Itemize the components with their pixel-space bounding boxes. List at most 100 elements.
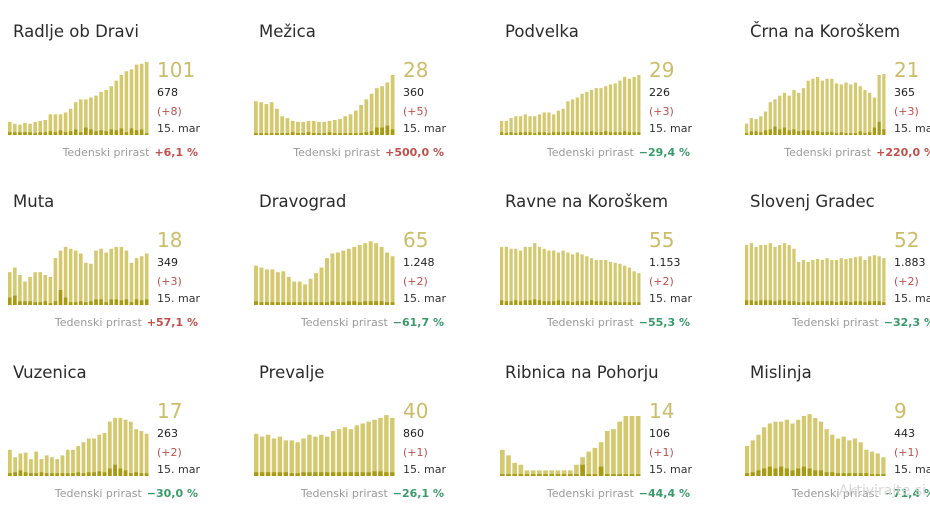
new-cases-bar bbox=[623, 474, 629, 477]
bar bbox=[853, 257, 858, 305]
active-cases-value: 40 bbox=[403, 399, 429, 423]
new-cases-bar bbox=[270, 302, 275, 305]
bar bbox=[18, 124, 22, 135]
bar bbox=[784, 419, 789, 476]
bar bbox=[547, 112, 551, 135]
bar bbox=[778, 245, 782, 305]
new-cases-bar bbox=[779, 466, 784, 477]
new-cases-bar bbox=[48, 303, 53, 306]
weekly-growth-value: −29,4 % bbox=[638, 146, 690, 159]
new-cases-bar bbox=[359, 133, 363, 136]
new-cases-bar bbox=[65, 473, 70, 476]
new-cases-bar bbox=[63, 297, 68, 305]
bar bbox=[830, 434, 835, 476]
bar bbox=[92, 438, 96, 476]
bar bbox=[835, 438, 841, 476]
new-cases-bar bbox=[872, 301, 877, 305]
bar bbox=[858, 86, 862, 135]
bar bbox=[38, 272, 42, 305]
bar bbox=[830, 78, 834, 135]
bar bbox=[567, 470, 573, 477]
new-cases-bar bbox=[295, 473, 300, 476]
bar bbox=[756, 434, 761, 476]
new-cases-bar bbox=[58, 290, 63, 305]
new-cases-bar bbox=[555, 474, 561, 477]
bar bbox=[292, 281, 297, 305]
new-cases-bar bbox=[319, 302, 324, 305]
active-cases-value: 28 bbox=[403, 58, 429, 82]
bar bbox=[270, 269, 275, 306]
new-cases-bar bbox=[380, 127, 384, 135]
new-cases-bar bbox=[849, 302, 853, 305]
new-cases-bar bbox=[342, 472, 348, 476]
new-cases-bar bbox=[566, 301, 570, 305]
new-cases-bar bbox=[139, 473, 144, 476]
bar bbox=[864, 449, 869, 476]
new-cases-bar bbox=[592, 474, 598, 477]
bar bbox=[113, 417, 117, 477]
new-cases-bar bbox=[114, 299, 119, 306]
new-cases-bar bbox=[18, 132, 22, 135]
new-cases-bar bbox=[801, 302, 806, 305]
new-cases-bar bbox=[853, 301, 858, 305]
bar bbox=[325, 436, 330, 477]
new-cases-bar bbox=[314, 302, 319, 305]
bar bbox=[599, 260, 603, 305]
new-cases-bar bbox=[311, 133, 316, 136]
weekly-bar-chart bbox=[254, 241, 395, 306]
new-cases-bar bbox=[518, 132, 523, 135]
bar bbox=[330, 431, 336, 476]
new-cases-bar bbox=[265, 472, 271, 476]
new-cases-bar bbox=[50, 473, 54, 476]
municipality-card: Ravne na Koroškem 55 1.153 (+2) 15. mar Teden… bbox=[492, 170, 732, 330]
municipality-card: Prevalje 40 860 (+1) 15. mar Tedenski prirast… bbox=[246, 341, 486, 501]
bar bbox=[311, 120, 316, 135]
new-cases-bar bbox=[330, 301, 335, 305]
new-cases-bar bbox=[336, 472, 342, 476]
bar bbox=[635, 416, 641, 476]
new-cases-bar bbox=[390, 302, 395, 305]
bar bbox=[824, 429, 829, 477]
new-cases-bar bbox=[509, 132, 513, 135]
new-cases-bar bbox=[561, 474, 567, 477]
new-cases-bar bbox=[768, 300, 772, 305]
municipality-card: Črna na Koroškem 21 365 (+3) 15. mar Tedenski… bbox=[737, 0, 930, 160]
weekly-growth-row: Tedenski prirast +57,1 % bbox=[0, 316, 198, 329]
bar bbox=[613, 83, 617, 135]
bar bbox=[759, 116, 763, 135]
bar bbox=[28, 276, 32, 306]
new-cases-bar bbox=[575, 301, 579, 305]
new-cases-bar bbox=[556, 300, 561, 305]
bar bbox=[792, 90, 796, 135]
bar bbox=[523, 114, 527, 136]
new-cases-bar bbox=[787, 130, 791, 135]
bar bbox=[604, 260, 608, 305]
bar bbox=[390, 256, 395, 305]
weekly-growth-row: Tedenski prirast +6,1 % bbox=[0, 146, 198, 159]
weekly-bar-chart bbox=[254, 75, 395, 136]
new-cases-bar bbox=[611, 474, 616, 477]
date-label: 15. mar bbox=[894, 122, 930, 135]
daily-change-value: (+3) bbox=[894, 105, 919, 118]
daily-change-value: (+1) bbox=[649, 446, 674, 459]
new-cases-bar bbox=[343, 133, 348, 136]
bar bbox=[585, 91, 589, 136]
bar bbox=[297, 281, 302, 305]
bar bbox=[858, 442, 863, 476]
bar bbox=[335, 252, 340, 305]
bar bbox=[749, 243, 753, 306]
new-cases-bar bbox=[604, 131, 608, 135]
bar bbox=[750, 440, 755, 477]
new-cases-bar bbox=[79, 132, 83, 135]
daily-change-value: (+2) bbox=[649, 275, 674, 288]
weekly-growth-label: Tedenski prirast bbox=[293, 146, 381, 159]
bar bbox=[768, 102, 772, 135]
weekly-bar-chart bbox=[500, 416, 641, 477]
new-cases-bar bbox=[259, 133, 264, 136]
bar bbox=[820, 260, 824, 305]
new-cases-bar bbox=[756, 470, 761, 477]
new-cases-bar bbox=[773, 301, 777, 305]
bar bbox=[623, 416, 629, 476]
bar bbox=[868, 92, 872, 135]
municipality-name: Muta bbox=[13, 192, 55, 211]
